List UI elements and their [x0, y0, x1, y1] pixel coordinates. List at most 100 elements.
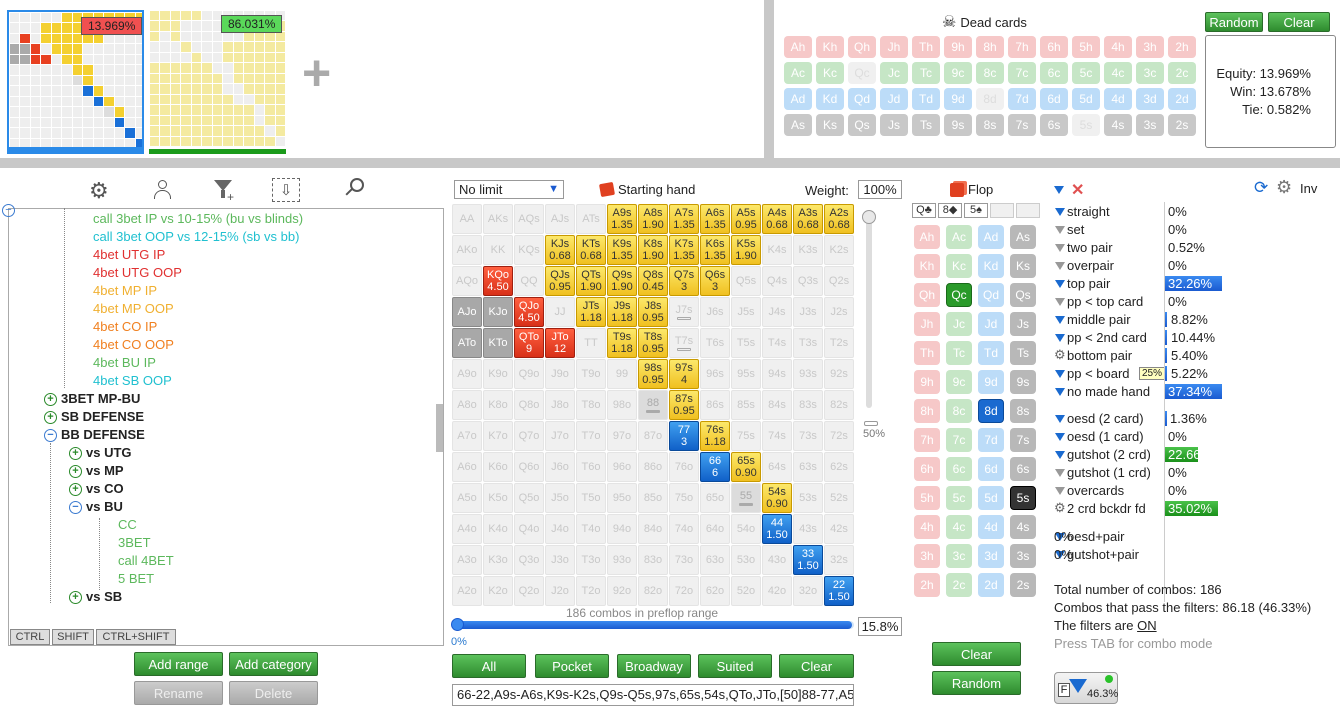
add-range-button[interactable]: Add range — [134, 652, 223, 676]
filter-row[interactable]: two pair 0.52% — [1054, 240, 1334, 256]
dead-card-7c[interactable]: 7c — [1008, 62, 1036, 84]
hand-cell-QJo[interactable]: QJo 4.50 — [514, 297, 544, 327]
dead-card-5c[interactable]: 5c — [1072, 62, 1100, 84]
dead-card-3c[interactable]: 3c — [1136, 62, 1164, 84]
flop-clear-button[interactable]: Clear — [932, 642, 1021, 666]
flop-card-Ks[interactable]: Ks — [1010, 254, 1036, 278]
range-thumbnail-hero[interactable]: 13.969% — [7, 10, 144, 154]
hand-cell-84o[interactable]: 84o — [638, 514, 668, 544]
hand-cell-62o[interactable]: 62o — [700, 576, 730, 606]
delete-button[interactable]: Delete — [229, 681, 318, 705]
hand-cell-32o[interactable]: 32o — [793, 576, 823, 606]
ctrl-modifier[interactable]: CTRL — [10, 629, 50, 645]
hand-cell-32s[interactable]: 32s — [824, 545, 854, 575]
hand-cell-ATo[interactable]: ATo — [452, 328, 482, 358]
hand-cell-K7o[interactable]: K7o — [483, 421, 513, 451]
filter-row[interactable]: oesd (1 card) 0% — [1054, 429, 1334, 445]
dead-card-9d[interactable]: 9d — [944, 88, 972, 110]
tree-range-item[interactable]: 4bet UTG OOP — [93, 265, 182, 280]
tree-range-item[interactable]: 4bet MP IP — [93, 283, 158, 298]
flop-card-4h[interactable]: 4h — [914, 515, 940, 539]
tree-position[interactable]: + vs UTG — [69, 445, 132, 461]
filter-toggle-icon[interactable] — [1055, 244, 1065, 252]
range-thumbnail-villain[interactable]: 86.031% — [149, 10, 286, 154]
hand-cell-KQs[interactable]: KQs — [514, 235, 544, 265]
filter-row[interactable]: no made hand 37.34% — [1054, 384, 1334, 400]
flop-card-8c[interactable]: 8c — [946, 399, 972, 423]
flop-card-Tc[interactable]: Tc — [946, 341, 972, 365]
hand-cell-T7o[interactable]: T7o — [576, 421, 606, 451]
hand-cell-K6s[interactable]: K6s 1.35 — [700, 235, 730, 265]
filter-row[interactable]: ⚙ 2 crd bckdr fd 35.02% — [1054, 500, 1334, 517]
dead-card-5s[interactable]: 5s — [1072, 114, 1100, 136]
hand-cell-T3s[interactable]: T3s — [793, 328, 823, 358]
flop-card-2h[interactable]: 2h — [914, 573, 940, 597]
flop-slot-empty[interactable] — [990, 203, 1014, 218]
hand-cell-T7s[interactable]: T7s — [669, 328, 699, 358]
hand-cell-T3o[interactable]: T3o — [576, 545, 606, 575]
dead-card-Kc[interactable]: Kc — [816, 62, 844, 84]
flop-card-8h[interactable]: 8h — [914, 399, 940, 423]
hand-cell-85o[interactable]: 85o — [638, 483, 668, 513]
hand-cell-TT[interactable]: TT — [576, 328, 606, 358]
flop-card-Jd[interactable]: Jd — [978, 312, 1004, 336]
hand-cell-64o[interactable]: 64o — [700, 514, 730, 544]
refresh-icon[interactable]: ⟳ — [1254, 178, 1269, 197]
flop-card-Ad[interactable]: Ad — [978, 225, 1004, 249]
flop-card-8d[interactable]: 8d — [978, 399, 1004, 423]
invert-label[interactable]: Inv — [1300, 181, 1318, 196]
flop-card-7d[interactable]: 7d — [978, 428, 1004, 452]
filter-row[interactable]: set 0% — [1054, 222, 1334, 238]
flop-card-Kh[interactable]: Kh — [914, 254, 940, 278]
hand-cell-J9o[interactable]: J9o — [545, 359, 575, 389]
hand-cell-55[interactable]: 55 — [731, 483, 761, 513]
flop-slot-empty[interactable] — [1016, 203, 1040, 218]
hand-cell-J4o[interactable]: J4o — [545, 514, 575, 544]
dead-card-6c[interactable]: 6c — [1040, 62, 1068, 84]
hand-cell-Q4o[interactable]: Q4o — [514, 514, 544, 544]
hand-cell-A9o[interactable]: A9o — [452, 359, 482, 389]
dead-card-Ts[interactable]: Ts — [912, 114, 940, 136]
hand-cell-AQo[interactable]: AQo — [452, 266, 482, 296]
expand-icon[interactable]: + — [69, 483, 82, 497]
flop-card-Td[interactable]: Td — [978, 341, 1004, 365]
hand-cell-72s[interactable]: 72s — [824, 421, 854, 451]
hand-cell-54o[interactable]: 54o — [731, 514, 761, 544]
hand-cell-94s[interactable]: 94s — [762, 359, 792, 389]
hand-cell-75s[interactable]: 75s — [731, 421, 761, 451]
tree-range-item[interactable]: 4bet UTG IP — [93, 247, 166, 262]
hand-cell-95o[interactable]: 95o — [607, 483, 637, 513]
flop-card-Ac[interactable]: Ac — [946, 225, 972, 249]
filter-row[interactable]: oesd (2 card) 1.36% — [1054, 411, 1334, 427]
hand-cell-42o[interactable]: 42o — [762, 576, 792, 606]
hand-cell-A7o[interactable]: A7o — [452, 421, 482, 451]
flop-card-As[interactable]: As — [1010, 225, 1036, 249]
dead-card-3h[interactable]: 3h — [1136, 36, 1164, 58]
flop-slot[interactable]: 5♠ — [964, 203, 988, 218]
dead-card-4h[interactable]: 4h — [1104, 36, 1132, 58]
hand-cell-Q2o[interactable]: Q2o — [514, 576, 544, 606]
filter-toggle-icon[interactable] — [1055, 469, 1065, 477]
hand-cell-QTo[interactable]: QTo 9 — [514, 328, 544, 358]
flop-card-Kd[interactable]: Kd — [978, 254, 1004, 278]
hand-cell-52s[interactable]: 52s — [824, 483, 854, 513]
dead-clear-button[interactable]: Clear — [1268, 12, 1330, 32]
flop-card-3h[interactable]: 3h — [914, 544, 940, 568]
flop-card-Th[interactable]: Th — [914, 341, 940, 365]
hand-cell-93o[interactable]: 93o — [607, 545, 637, 575]
filter-row[interactable]: oesd+pair 0% — [1054, 529, 1334, 545]
filter-toggle-icon[interactable] — [1055, 370, 1065, 378]
hand-cell-AKs[interactable]: AKs — [483, 204, 513, 234]
filter-toggle-icon[interactable] — [1055, 316, 1065, 324]
filter-badge-button[interactable]: F 46.3% — [1054, 672, 1118, 704]
hand-cell-J8s[interactable]: J8s 0.95 — [638, 297, 668, 327]
hand-cell-Q8s[interactable]: Q8s 0.45 — [638, 266, 668, 296]
hand-cell-Q2s[interactable]: Q2s — [824, 266, 854, 296]
hand-cell-A6s[interactable]: A6s 1.35 — [700, 204, 730, 234]
dead-card-Jc[interactable]: Jc — [880, 62, 908, 84]
hand-cell-94o[interactable]: 94o — [607, 514, 637, 544]
hand-cell-74o[interactable]: 74o — [669, 514, 699, 544]
hand-cell-Q3s[interactable]: Q3s — [793, 266, 823, 296]
filter-toggle-icon[interactable] — [1055, 298, 1065, 306]
dead-card-6h[interactable]: 6h — [1040, 36, 1068, 58]
